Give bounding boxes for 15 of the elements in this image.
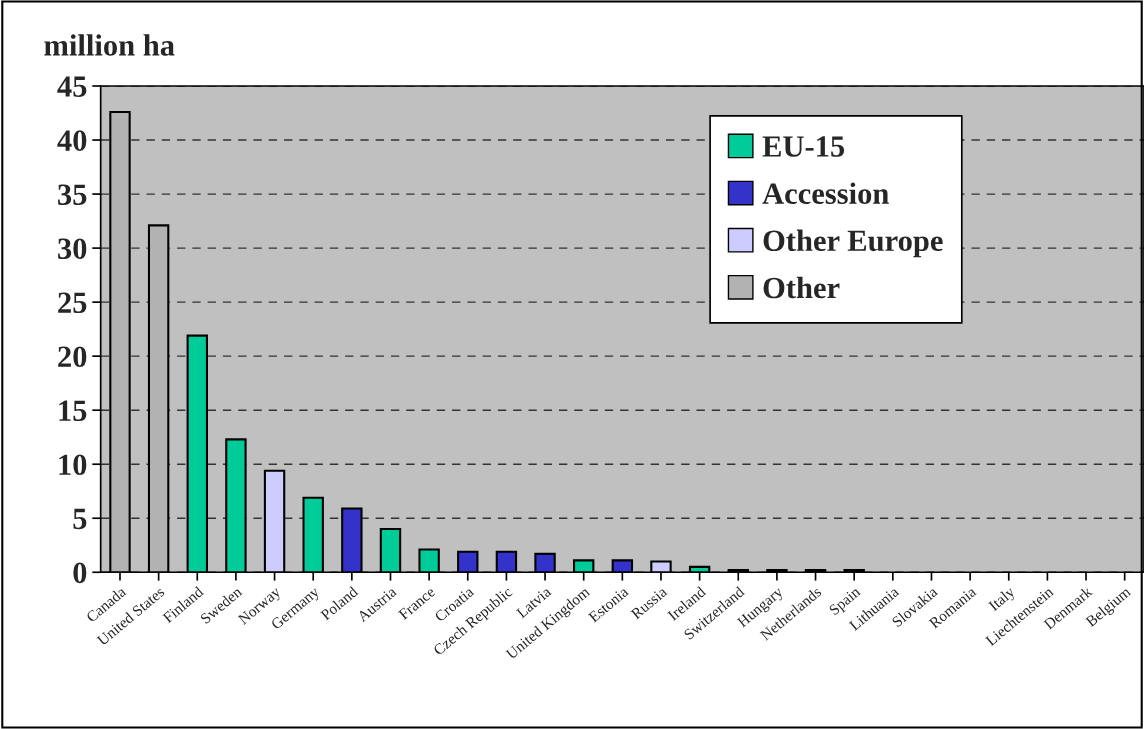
y-axis-title: million ha [44,34,175,56]
y-tick-label: 5 [73,508,87,530]
legend-label: Other Europe [763,229,943,258]
y-tick-label: 20 [58,346,87,368]
y-tick-label: 30 [58,238,87,260]
legend-label: Other [763,276,840,299]
y-tick-label: 15 [59,400,87,422]
legend-label: Accession [762,182,889,204]
y-tick-label: 40 [57,130,87,151]
y-tick-label: 0 [73,562,87,584]
legend-label: EU-15 [762,136,845,157]
y-tick-label: 45 [57,76,87,97]
y-tick-label: 35 [58,184,87,205]
y-tick-label: 10 [59,454,87,476]
y-tick-label: 25 [58,292,87,314]
